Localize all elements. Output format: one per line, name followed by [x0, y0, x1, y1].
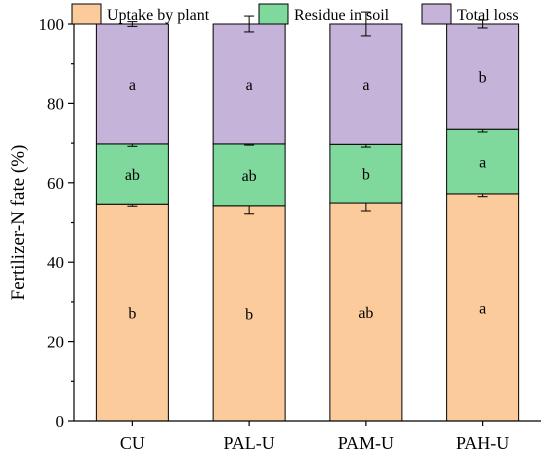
significance-letter: b: [128, 306, 136, 323]
significance-letter: b: [245, 306, 253, 323]
bar-segment: [95, 203, 169, 422]
bar-segment: [95, 23, 169, 145]
legend-swatch: [421, 3, 452, 25]
legend-label: Uptake by plant: [107, 7, 210, 24]
y-tick-label: 20: [47, 333, 64, 352]
significance-letter: a: [129, 77, 136, 94]
bar-segment: [329, 23, 403, 145]
bar-segment: [329, 143, 403, 204]
significance-letter: a: [362, 77, 369, 94]
y-axis-title: Fertilizer-N fate (%): [8, 145, 29, 301]
bar-segment: [446, 193, 520, 422]
y-tick-label: 100: [39, 15, 65, 34]
significance-letter: a: [246, 77, 253, 94]
bar-segment: [212, 23, 286, 145]
legend-label: Total loss: [457, 7, 519, 24]
x-tick-label: PAL-U: [223, 433, 274, 453]
bar-segment: [212, 143, 286, 207]
bar-segment: [446, 128, 520, 195]
legend-swatch: [258, 3, 289, 25]
significance-letter: b: [362, 167, 370, 184]
significance-letter: b: [479, 70, 487, 87]
legend-label: Residue in soil: [294, 7, 390, 24]
significance-letter: a: [479, 155, 486, 172]
significance-letter: ab: [125, 167, 140, 184]
bar-segment: [212, 205, 286, 422]
significance-letter: a: [479, 300, 486, 317]
y-tick-label: 60: [47, 174, 64, 193]
x-tick-label: PAH-U: [456, 433, 509, 453]
bar-segment: [329, 202, 403, 422]
significance-letter: ab: [242, 168, 257, 185]
significance-letter: ab: [358, 305, 373, 322]
y-tick-label: 80: [47, 94, 64, 113]
y-tick-label: 0: [56, 412, 65, 431]
y-tick-label: 40: [47, 253, 64, 272]
legend-swatch: [71, 3, 102, 25]
x-tick-label: CU: [120, 433, 145, 453]
x-tick-label: PAM-U: [338, 433, 394, 453]
